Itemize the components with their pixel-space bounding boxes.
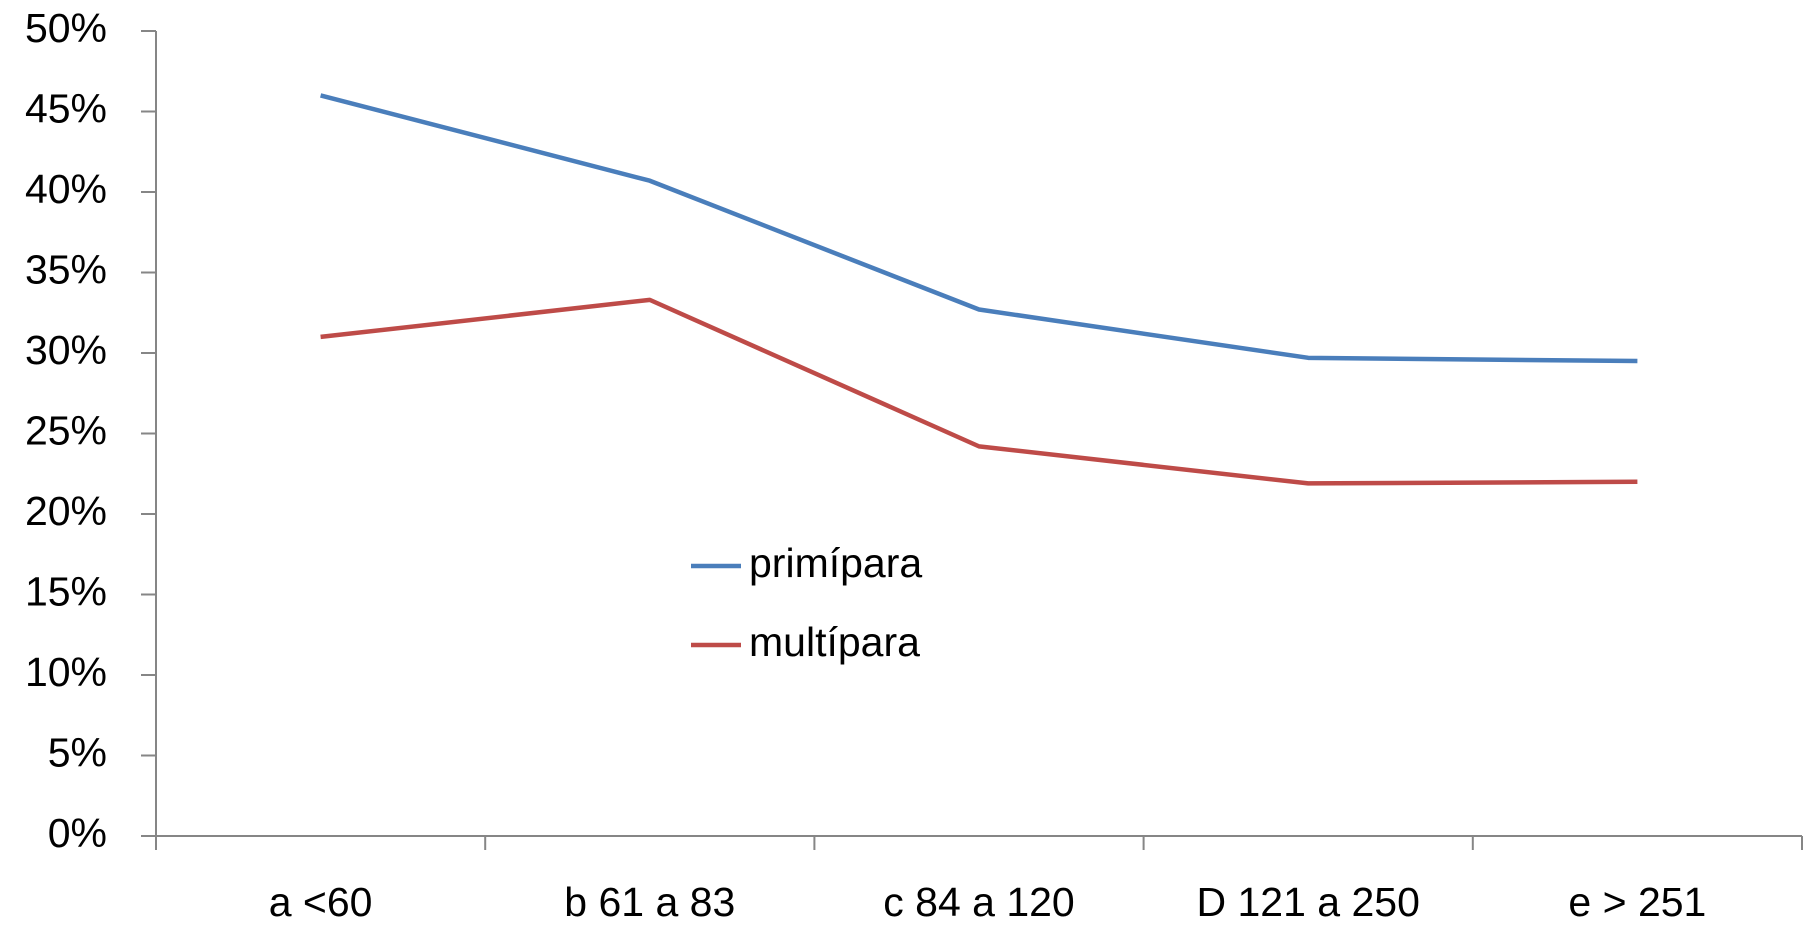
y-tick-label: 45% — [25, 85, 107, 131]
y-tick-label: 15% — [25, 568, 107, 614]
y-tick-label: 30% — [25, 327, 107, 373]
y-tick-label: 50% — [25, 5, 107, 51]
y-tick-label: 5% — [48, 729, 107, 775]
y-tick-label: 10% — [25, 649, 107, 695]
legend-label: primípara — [749, 540, 922, 586]
legend-label: multípara — [749, 619, 920, 665]
x-tick-label: e > 251 — [1568, 879, 1706, 925]
series-line — [320, 297, 1638, 486]
series-line — [320, 93, 1638, 364]
x-tick-label: c 84 a 120 — [883, 879, 1075, 925]
y-tick-label: 35% — [25, 246, 107, 292]
x-tick-label: a <60 — [269, 879, 373, 925]
x-tick-label: b 61 a 83 — [564, 879, 735, 925]
y-tick-label: 25% — [25, 407, 107, 453]
x-tick-label: D 121 a 250 — [1196, 879, 1419, 925]
y-tick-label: 0% — [48, 810, 107, 856]
y-tick-label: 20% — [25, 488, 107, 534]
y-tick-label: 40% — [25, 166, 107, 212]
